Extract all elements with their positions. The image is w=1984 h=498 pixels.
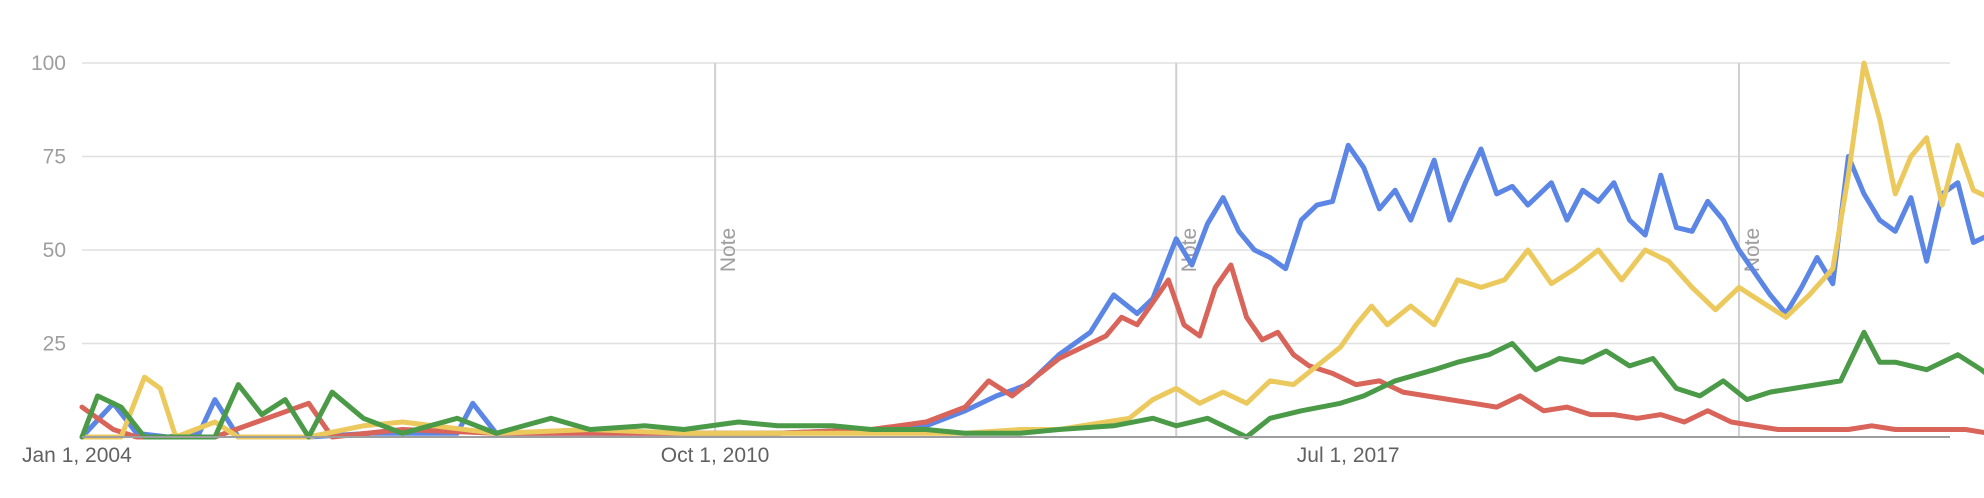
axis-layer: 25 50 75 100 Jan 1, 2004 Oct 1, 2010 Jul 1, 20…: [22, 52, 1950, 467]
series-layer: [79, 60, 1984, 440]
series-line-3: [79, 60, 1984, 440]
y-tick-label: 50: [43, 239, 66, 262]
x-tick-label: Jul 1, 2017: [1297, 444, 1400, 467]
x-tick-label: Jan 1, 2004: [22, 444, 132, 467]
grid-layer: [82, 62, 1950, 345]
y-tick-label: 75: [43, 146, 66, 169]
series-line-4: [79, 329, 1984, 440]
note-label: Note: [717, 228, 740, 272]
y-tick-label: 25: [43, 333, 66, 356]
x-tick-label: Oct 1, 2010: [661, 444, 770, 467]
y-tick-label: 100: [31, 52, 66, 75]
